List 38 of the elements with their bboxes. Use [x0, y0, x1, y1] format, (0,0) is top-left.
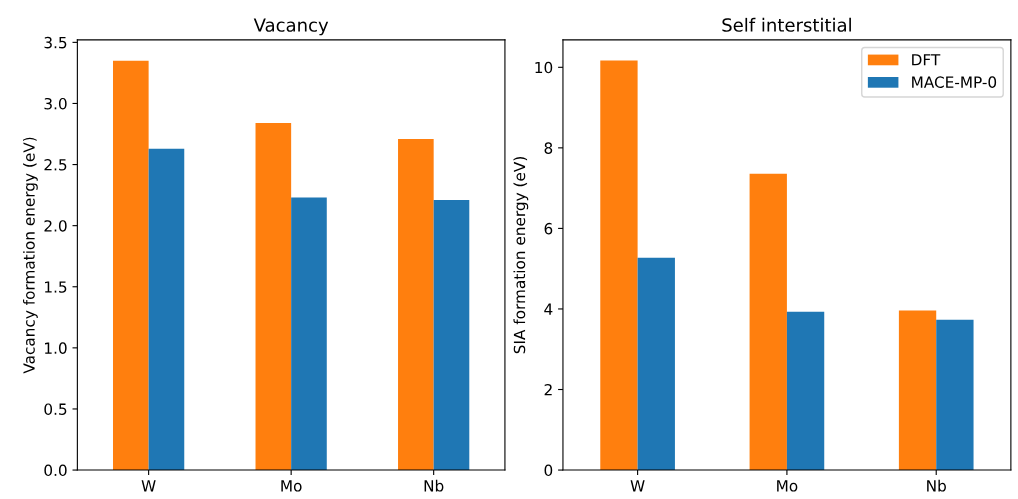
y-tick-label: 3.0 [44, 97, 67, 110]
bar [398, 138, 434, 471]
y-tick-label: 2 [544, 383, 552, 396]
bar [148, 148, 185, 471]
y-tick-label: 2.0 [44, 220, 67, 232]
bar [637, 257, 675, 471]
legend-label: MACE-MP-0 [912, 76, 997, 88]
bar [113, 60, 149, 471]
y-tick-label: 10 [535, 61, 553, 74]
y-tick-label: 0.0 [44, 464, 67, 477]
x-tick-label: W [141, 480, 156, 492]
x-tick-label: Mo [777, 480, 798, 492]
y-axis-title: Vacancy formation energy (eV) [23, 137, 38, 374]
x-tick-label: W [630, 480, 645, 492]
bar [600, 60, 638, 471]
bar [898, 310, 937, 471]
legend-label: DFT [912, 54, 941, 66]
bar [786, 311, 825, 471]
y-tick-label: 1.5 [45, 281, 67, 293]
chart-title: Vacancy [253, 18, 329, 36]
x-tick-label: Nb [927, 479, 946, 492]
x-tick-label: Mo [281, 480, 302, 492]
y-tick-label: 1.0 [45, 342, 67, 354]
bar [433, 200, 470, 471]
y-tick-label: 8 [544, 142, 553, 154]
bar [749, 173, 787, 471]
y-axis-title: SIA formation energy (eV) [513, 157, 529, 354]
x-tick-label: Nb [424, 479, 444, 492]
y-tick-label: 6 [544, 222, 553, 235]
y-tick-label: 3.5 [44, 36, 67, 49]
y-tick-label: 4 [544, 303, 553, 315]
y-tick-label: 0.5 [44, 403, 67, 415]
bar [291, 197, 327, 471]
y-tick-label: 0 [544, 464, 553, 477]
y-tick-label: 2.5 [44, 159, 67, 171]
bar [936, 319, 974, 471]
chart-title: Self interstitial [722, 17, 851, 32]
bar [255, 123, 292, 471]
